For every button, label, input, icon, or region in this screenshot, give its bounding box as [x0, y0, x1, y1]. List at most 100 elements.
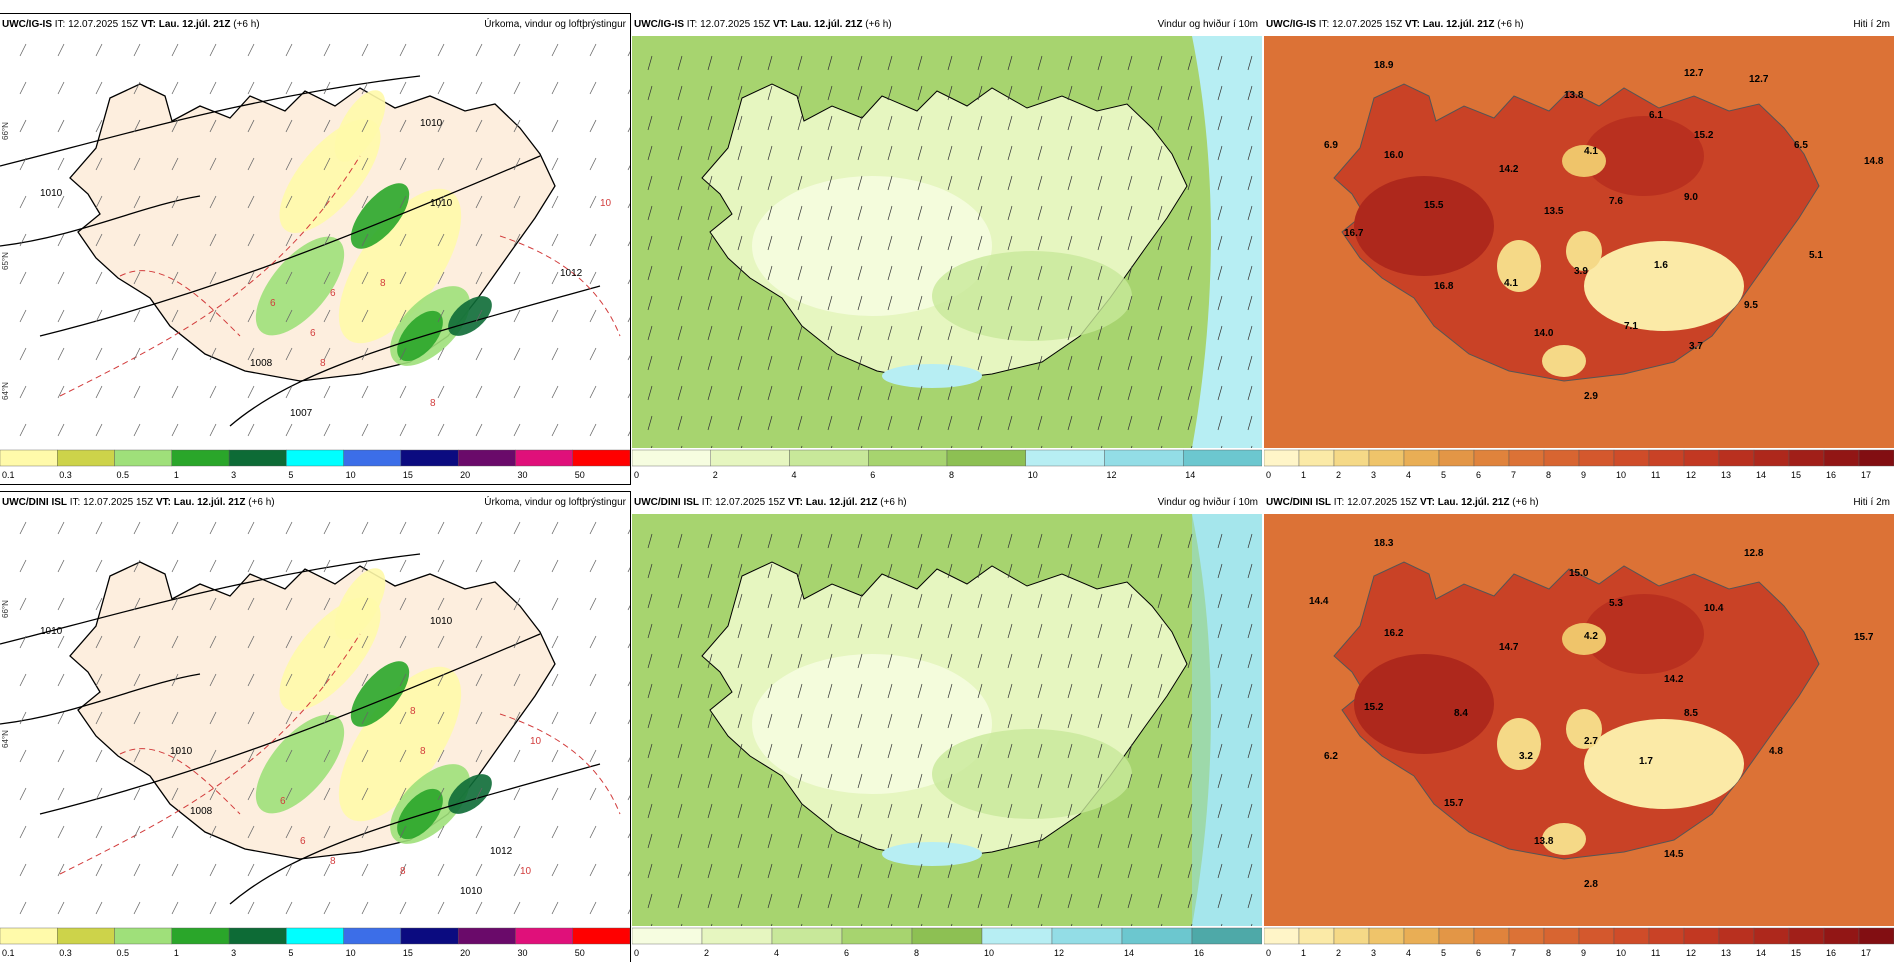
temperature-value-label: 6.9	[1324, 140, 1338, 151]
colorbar-swatch	[572, 927, 630, 945]
wind-barb	[19, 559, 27, 573]
wind-arrow	[1187, 653, 1193, 669]
wind-arrow	[1037, 623, 1043, 639]
colorbar-swatch	[946, 449, 1026, 467]
wind-arrow	[1157, 713, 1163, 729]
wind-barb	[171, 521, 179, 535]
model-name: UWC/IG-IS	[2, 19, 52, 30]
temperature-value-label: 14.2	[1664, 674, 1684, 685]
colorbar-swatch	[400, 927, 459, 945]
colorbar-tick-label: 12	[1686, 470, 1696, 480]
wind-barb	[171, 233, 179, 247]
wind-arrow	[947, 235, 953, 251]
wind-arrow	[647, 533, 653, 549]
wind-arrow	[647, 653, 653, 669]
wind-barb	[399, 347, 407, 361]
wind-barb	[323, 157, 331, 171]
wind-barb	[589, 119, 597, 133]
wind-arrow	[1007, 385, 1013, 401]
temperature-value-label: 2.9	[1584, 391, 1598, 402]
wind-arrow	[797, 893, 803, 909]
wind-arrow	[767, 893, 773, 909]
wind-barb	[57, 195, 65, 209]
wind-arrow	[977, 863, 983, 879]
wind-arrow	[1067, 385, 1073, 401]
wind-barb	[285, 559, 293, 573]
wind-barb	[551, 347, 559, 361]
wind-barb	[437, 347, 445, 361]
wind-arrow	[1217, 385, 1223, 401]
precip-area	[255, 714, 345, 814]
wind-arrow	[1007, 773, 1013, 789]
temperature-value-label: 14.8	[1864, 156, 1884, 167]
colorbar-tick-label: 0	[1266, 470, 1271, 480]
wind-barb	[133, 195, 141, 209]
wind-arrow	[677, 205, 683, 221]
colorbar-swatch	[57, 449, 115, 467]
wind-arrow	[977, 85, 983, 101]
wind-arrow	[1127, 593, 1133, 609]
lead-time: (+6 h)	[865, 19, 892, 30]
wind-arrow	[1127, 295, 1133, 311]
colorbar-swatch	[457, 449, 516, 467]
colorbar-tick-label: 8	[1546, 470, 1551, 480]
wind-arrow	[887, 863, 893, 879]
wind-barb	[209, 309, 217, 323]
wind-arrow	[1067, 55, 1073, 71]
wind-barb	[171, 347, 179, 361]
contour-label: 1008	[250, 358, 273, 369]
wind-arrow	[857, 653, 863, 669]
colorbar-swatch	[1683, 927, 1720, 945]
wind-arrow	[707, 863, 713, 879]
wind-arrow	[737, 355, 743, 371]
wind-arrow	[1097, 325, 1103, 341]
wind-arrow	[827, 175, 833, 191]
precip-area	[334, 90, 386, 162]
wind-arrow	[767, 713, 773, 729]
wind-arrow	[947, 563, 953, 579]
wind-barb	[19, 711, 27, 725]
wind-barb	[171, 271, 179, 285]
wind-barb	[285, 521, 293, 535]
wind-colorbar: 0 2 4 6 8 10 12 14	[632, 449, 1262, 480]
colorbar-swatch	[1473, 927, 1510, 945]
wind-barb	[57, 81, 65, 95]
temperature-value-label: 16.7	[1344, 228, 1364, 239]
wind-barb	[627, 51, 630, 57]
wind-arrow	[1067, 743, 1073, 759]
wind-arrow	[797, 683, 803, 699]
wind-barb	[551, 81, 559, 95]
wind-arrow	[1067, 833, 1073, 849]
wind-arrow	[827, 265, 833, 281]
wind-arrow	[887, 833, 893, 849]
wind-arrow	[1247, 235, 1253, 251]
wind-arrow	[827, 205, 833, 221]
wind-arrow	[1127, 265, 1133, 281]
colorbar-tick-label: 6	[1476, 470, 1481, 480]
colorbar-swatch	[343, 449, 402, 467]
wind-arrow	[1067, 623, 1073, 639]
wind-barb	[19, 233, 27, 247]
wind-arrow	[797, 145, 803, 161]
wind-arrow	[1127, 563, 1133, 579]
wind-barb	[285, 423, 293, 437]
wind-arrow	[767, 863, 773, 879]
contour-label: 6	[330, 288, 336, 299]
wind-arrow	[707, 85, 713, 101]
wind-arrow	[917, 175, 923, 191]
wind-arrow	[1247, 415, 1253, 431]
colorbar-swatch	[1788, 927, 1825, 945]
wind-barb	[19, 787, 27, 801]
wind-arrow	[1157, 683, 1163, 699]
wind-barb	[513, 271, 521, 285]
wind-arrow	[1217, 773, 1223, 789]
wind-barb	[247, 43, 255, 57]
wind-barb	[551, 749, 559, 763]
init-time: IT: 12.07.2025 15Z	[1333, 497, 1418, 508]
wind-arrow	[1187, 265, 1193, 281]
wind-arrow	[827, 683, 833, 699]
wind-barb	[589, 423, 597, 437]
wind-arrow	[887, 415, 893, 431]
wind-arrow	[1037, 683, 1043, 699]
wind-arrow	[737, 55, 743, 71]
